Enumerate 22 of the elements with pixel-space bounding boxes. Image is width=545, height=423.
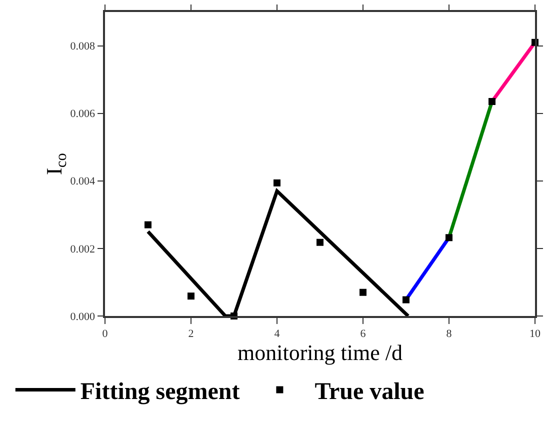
x-tick-label: 10 [530, 328, 541, 340]
x-tick-label: 6 [360, 328, 366, 340]
x-tick-label: 8 [446, 328, 452, 340]
point [360, 288, 366, 296]
y-tick-label: 0.006 [70, 108, 96, 120]
legend-label: True value [314, 379, 425, 406]
y-tick-label: 0.000 [70, 310, 96, 323]
point [144, 221, 152, 228]
legend-label: Fitting segment [80, 379, 240, 406]
x-tick-label: 4 [274, 328, 280, 340]
point [188, 292, 194, 300]
point [488, 98, 496, 106]
point [274, 179, 280, 186]
x-tick-label: 2 [188, 328, 194, 340]
point [402, 296, 410, 304]
y-tick-label: 0.004 [70, 176, 96, 188]
point [316, 238, 324, 246]
y-tick-label: 0.002 [70, 243, 96, 256]
x-tick-label: 0 [102, 328, 108, 340]
y-tick-label: 0.008 [70, 40, 96, 53]
x-axis-title: monitoring time /d [238, 340, 402, 365]
point [446, 234, 452, 242]
